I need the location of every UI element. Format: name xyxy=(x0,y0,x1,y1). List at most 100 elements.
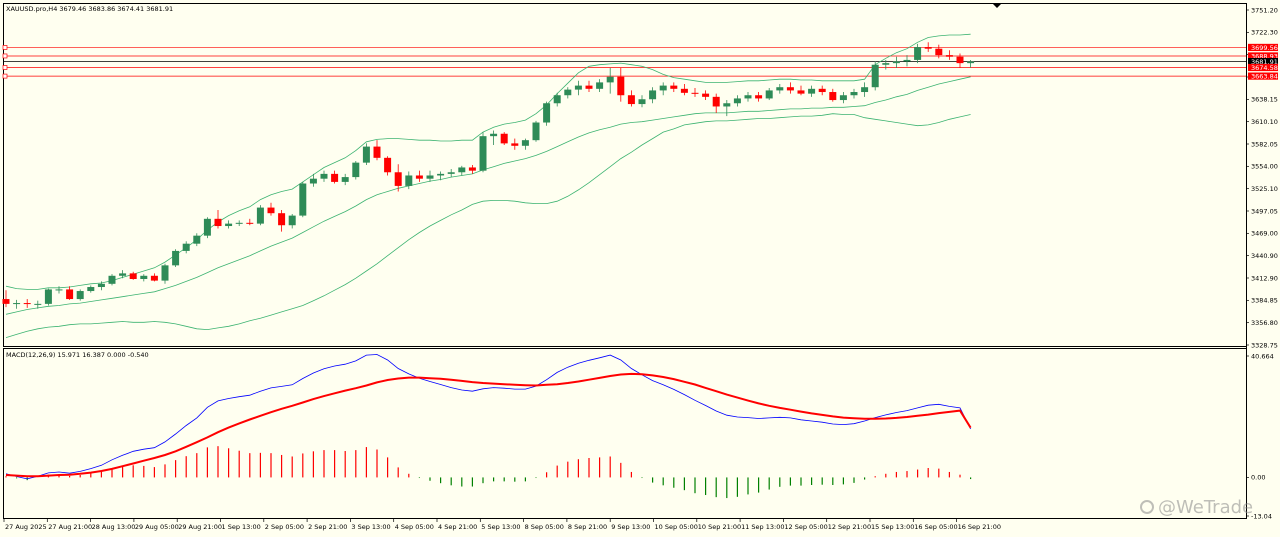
wetrade-logo-icon xyxy=(1140,500,1154,514)
candle xyxy=(362,143,370,166)
candle xyxy=(97,281,105,291)
candle xyxy=(680,83,688,96)
candle xyxy=(564,87,572,99)
candle xyxy=(723,100,731,117)
price-tick-label: 3440.90 xyxy=(1251,252,1278,260)
candle xyxy=(299,181,307,218)
price-levels-layer xyxy=(2,45,1246,79)
candle xyxy=(479,132,487,173)
candle xyxy=(437,171,445,181)
candle xyxy=(553,92,561,107)
price-level-tag xyxy=(1248,43,1278,52)
price-tick-label: 3412.90 xyxy=(1251,274,1278,282)
candle xyxy=(55,286,63,294)
candle xyxy=(373,140,381,161)
candle xyxy=(119,270,127,279)
time-tick-label: 12 Sep 21:00 xyxy=(828,523,871,531)
price-level-handle[interactable] xyxy=(2,45,8,50)
candle xyxy=(627,90,635,107)
candle xyxy=(839,92,847,104)
price-level-handle[interactable] xyxy=(2,65,8,70)
price-tick-label: 3384.85 xyxy=(1251,297,1278,305)
candle xyxy=(532,120,540,142)
time-tick-label: 15 Sep 13:00 xyxy=(871,523,914,531)
candle xyxy=(585,80,593,93)
price-tick-label: 3722.30 xyxy=(1251,29,1278,37)
candle xyxy=(309,173,317,187)
time-tick-label: 16 Sep 05:00 xyxy=(914,523,957,531)
candle xyxy=(829,88,837,102)
candle xyxy=(956,53,964,68)
time-tick-label: 1 Sep 13:00 xyxy=(222,523,261,531)
candle xyxy=(246,218,254,226)
price-tick-label: 3328.75 xyxy=(1251,341,1278,349)
candle xyxy=(150,273,158,282)
candle xyxy=(521,138,529,150)
candle xyxy=(2,290,10,308)
candle xyxy=(108,274,116,286)
macd-layer xyxy=(5,354,972,499)
price-tick-label: 3497.05 xyxy=(1251,207,1278,215)
price-pane-frame xyxy=(3,3,1247,347)
candle xyxy=(352,161,360,180)
time-tick-label: 4 Sep 05:00 xyxy=(395,523,434,531)
candle xyxy=(765,88,773,101)
candle xyxy=(808,85,816,97)
candle xyxy=(278,209,286,232)
candle xyxy=(935,44,943,59)
candle xyxy=(691,88,699,97)
candle xyxy=(818,85,826,96)
candle xyxy=(415,170,423,182)
macd-line xyxy=(5,354,971,480)
candle xyxy=(76,289,84,301)
candles-layer xyxy=(2,42,975,309)
candle xyxy=(129,271,137,280)
time-tick-label: 27 Aug 21:00 xyxy=(48,523,92,531)
wetrade-watermark: @WeTrade xyxy=(1140,496,1270,518)
candle xyxy=(140,274,148,282)
macd-tick-label: 40.664 xyxy=(1251,352,1274,360)
candle xyxy=(225,220,233,229)
bollinger-lower-line xyxy=(5,113,971,338)
time-tick-label: 2 Sep 05:00 xyxy=(265,523,304,531)
time-tick-label: 2 Sep 21:00 xyxy=(308,523,347,531)
candle xyxy=(659,82,667,96)
price-level-handle[interactable] xyxy=(2,73,8,79)
price-level-tag xyxy=(1248,58,1278,66)
time-tick-label: 29 Aug 05:00 xyxy=(135,523,179,531)
macd-signal-line xyxy=(5,372,972,478)
macd-header: MACD(12,26,9) 15.971 16.387 0.000 -0.540 xyxy=(6,351,149,359)
candle xyxy=(193,233,201,247)
price-level-tag-label: 3688.93 xyxy=(1251,52,1278,60)
price-tick-label: 3610.10 xyxy=(1251,118,1278,126)
candle xyxy=(341,173,349,186)
candle xyxy=(44,288,52,306)
time-tick-label: 27 Aug 2025 xyxy=(5,523,47,531)
candle xyxy=(172,249,180,267)
candle xyxy=(182,241,190,254)
price-level-tag-label: 3681.91 xyxy=(1251,58,1278,66)
price-tick-label: 3554.00 xyxy=(1251,163,1278,171)
candle xyxy=(267,202,275,216)
candle xyxy=(447,169,455,178)
price-level-handle[interactable] xyxy=(2,53,8,59)
price-axis: 3751.203722.303694.103666.003638.153610.… xyxy=(1246,6,1278,349)
watermark-text: @WeTrade xyxy=(1158,496,1254,518)
candle xyxy=(331,170,339,184)
time-tick-label: 11 Sep 13:00 xyxy=(741,523,784,531)
candle xyxy=(914,43,922,64)
candle xyxy=(23,299,31,308)
candle xyxy=(871,61,879,91)
time-tick-label: 29 Aug 21:00 xyxy=(178,523,222,531)
time-tick-label: 8 Sep 21:00 xyxy=(568,523,607,531)
time-tick-label: 16 Sep 21:00 xyxy=(958,523,1001,531)
candle xyxy=(945,50,953,60)
time-tick-label: 12 Sep 05:00 xyxy=(784,523,827,531)
candle xyxy=(256,205,264,226)
candle xyxy=(850,88,858,99)
time-tick-label: 10 Sep 21:00 xyxy=(698,523,741,531)
macd-tick-label: -13.04 xyxy=(1251,512,1272,520)
candle xyxy=(967,60,975,68)
chart-shift-marker[interactable] xyxy=(993,4,1001,8)
